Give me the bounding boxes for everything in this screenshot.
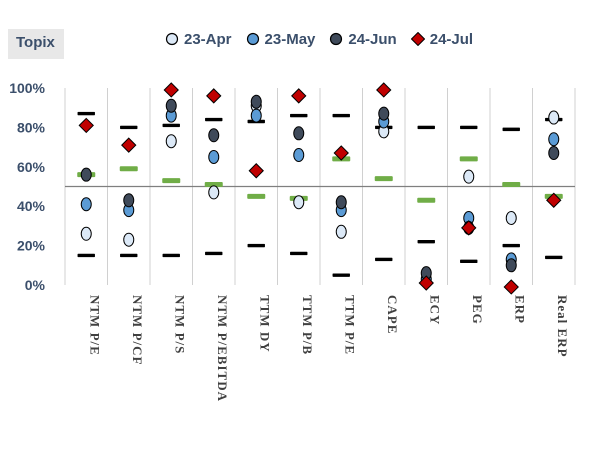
series-point-circle [548,132,560,147]
series-point-circle [293,147,305,162]
series-point-circle [335,224,347,239]
series-point-circle [250,94,262,109]
y-tick-label: 40% [17,198,46,214]
x-category-label: TTM P/B [300,295,315,355]
series-point-diamond [546,192,562,208]
legend-marker-circle-icon [246,32,259,46]
series-point-circle [123,232,135,247]
series-point-circle [293,195,305,210]
series-point-circle [208,185,220,200]
median-marker [374,176,393,182]
series-point-circle [80,167,92,182]
range-low-marker [246,243,266,248]
chart-title-box: Topix [8,29,64,59]
y-tick-label: 20% [17,238,46,254]
range-low-marker [416,239,436,244]
series-point-circle [165,134,177,149]
x-category-label: Real ERP [555,295,570,358]
series-point-circle [208,128,220,143]
y-tick-label: 80% [17,119,46,135]
range-low-marker [161,253,181,258]
series-point-circle [505,211,517,226]
median-marker [119,166,138,172]
series-point-circle [378,106,390,121]
chart-title: Topix [16,34,55,51]
series-point-diamond [503,279,519,295]
y-tick-label: 0% [25,277,46,293]
range-low-marker [119,253,139,258]
series-point-circle [548,146,560,161]
series-point-circle [293,126,305,141]
median-marker [417,197,436,203]
series-point-diamond [163,82,179,98]
range-high-marker [76,111,96,116]
y-tick-label: 100% [9,80,45,96]
median-marker [204,182,223,188]
legend-label: 24-Jul [429,30,474,48]
median-marker [459,156,478,162]
legend-marker-circle-icon [165,32,179,46]
series-point-diamond [291,88,307,104]
legend-label: 23-May [264,30,316,48]
x-category-label: NTM P/E [87,295,102,356]
range-high-marker [416,125,436,130]
range-low-marker [331,272,351,278]
range-low-marker [204,251,224,256]
legend-item-24-jul: 24-Jul [410,30,474,48]
range-low-marker [76,253,96,258]
legend-label: 23-Apr [184,30,232,48]
x-category-label: NTM P/S [172,295,187,354]
series-point-diamond [78,117,94,134]
legend-marker-circle-icon [330,32,343,46]
x-category-label: NTM P/CF [130,295,145,365]
series-point-circle [250,108,262,123]
x-category-label: ERP [512,295,527,324]
series-point-circle [548,110,560,125]
series-point-diamond [376,82,392,98]
series-point-circle [80,226,92,241]
range-low-marker [459,259,479,264]
range-low-marker [544,255,564,260]
series-point-diamond [206,88,222,104]
median-marker [247,193,266,199]
series-point-diamond [333,145,349,161]
range-high-marker [331,113,351,118]
median-marker [162,178,181,184]
series-point-circle [80,197,92,212]
series-point-diamond [418,275,434,291]
series-point-circle [165,98,177,113]
range-low-marker [501,243,521,248]
legend: 23-Apr 23-May 24-Jun 24-Jul [165,29,473,49]
series-point-circle [208,149,220,164]
series-point-diamond [121,137,137,153]
median-marker [502,182,521,188]
x-category-label: PEG [470,295,485,325]
series-point-circle [463,169,475,184]
range-high-marker [459,125,479,130]
series-point-diamond [461,220,477,236]
x-category-label: TTM P/E [342,295,357,355]
range-high-marker [119,125,139,130]
series-point-diamond [248,163,264,179]
series-point-circle [123,193,135,208]
range-high-marker [501,127,521,132]
legend-item-24-jun: 24-Jun [329,30,397,48]
x-category-label: CAPE [385,295,400,334]
x-category-label: ECY [427,295,442,325]
x-category-label: TTM DY [257,295,272,353]
legend-item-23-apr: 23-Apr [165,31,232,48]
series-point-circle [335,195,347,210]
range-low-marker [374,257,394,262]
legend-item-23-may: 23-May [246,30,316,48]
range-high-marker [204,117,224,122]
series-point-circle [505,258,517,273]
y-tick-label: 60% [17,159,46,175]
range-high-marker [289,113,309,118]
legend-label: 24-Jun [348,30,397,48]
range-high-marker [161,123,181,128]
legend-marker-diamond-icon [410,32,425,46]
x-category-label: NTM P/EBITDA [215,295,230,402]
range-low-marker [289,251,309,256]
